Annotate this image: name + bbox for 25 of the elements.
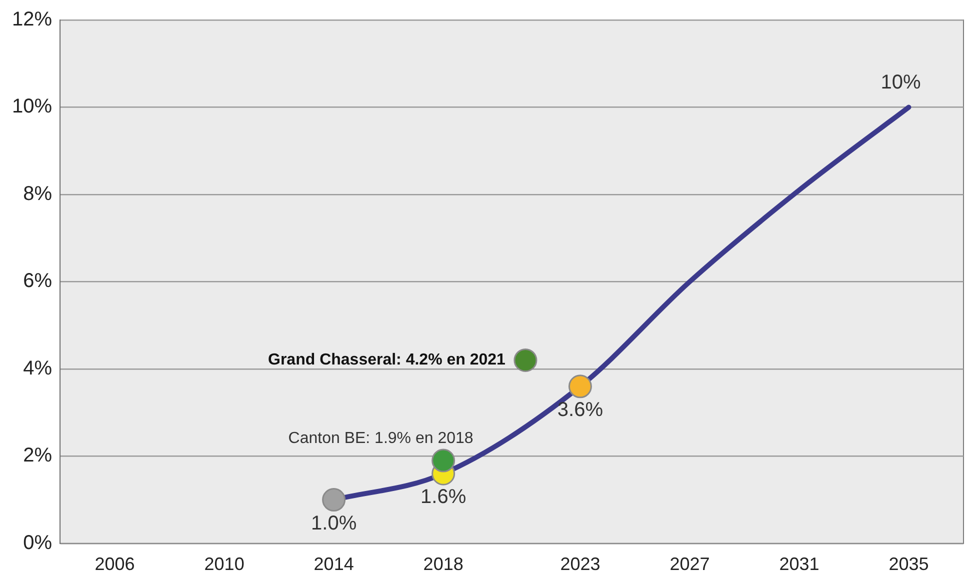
y-tick-label: 6% [23,270,52,292]
y-tick-label: 12% [12,8,52,31]
y-tick-label: 2% [23,444,52,467]
data-label: 1.0% [311,512,357,534]
y-tick-label: 10% [12,96,52,118]
x-tick-label: 2018 [423,554,464,574]
data-label: 3.6% [557,398,604,421]
point [568,374,592,398]
x-tick-label: 2031 [779,554,820,574]
y-tick-label: 0% [23,532,52,554]
y-tick-label: 4% [23,357,52,380]
x-tick-label: 2023 [560,554,600,574]
point [514,348,538,372]
data-label: 10% [880,72,921,94]
x-tick-label: 2006 [94,554,135,574]
data-label: Canton BE: 1.9% en 2018 [288,430,474,447]
x-tick-label: 2027 [670,554,710,574]
point [322,488,346,512]
data-label: Grand Chasseral: 4.2% en 2021 [268,352,506,369]
data-label: 1.6% [420,486,466,508]
x-tick-label: 2014 [314,554,354,574]
point [432,448,456,472]
y-tick-label: 8% [23,182,52,205]
x-tick-label: 2035 [888,554,929,574]
x-tick-label: 2010 [204,554,244,574]
